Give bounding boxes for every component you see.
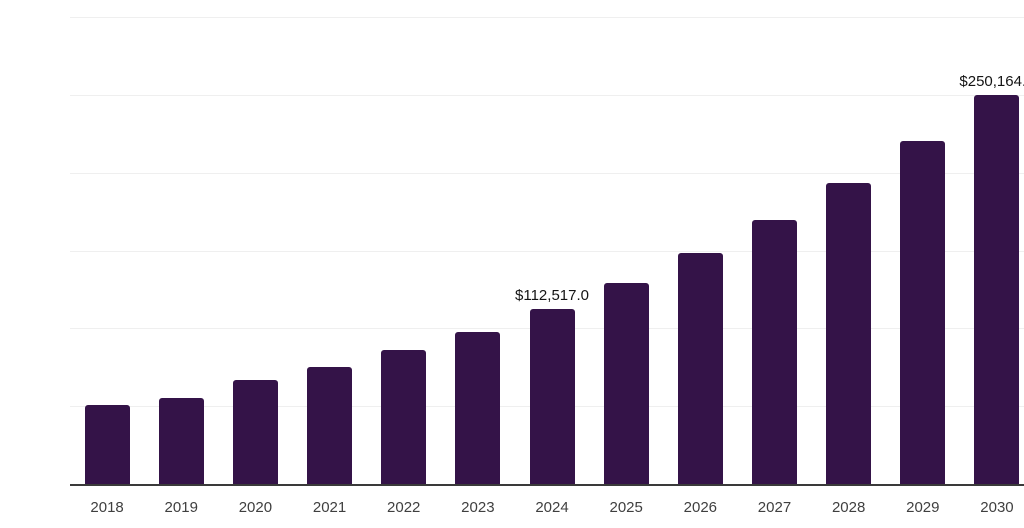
x-tick-2025: 2025	[609, 499, 643, 516]
bar-2022	[381, 349, 427, 484]
x-tick-2024: 2024	[535, 499, 569, 516]
bar-2027	[751, 220, 797, 484]
x-tick-2021: 2021	[312, 499, 347, 516]
bar-2025	[603, 282, 649, 484]
gridline-200000	[70, 172, 1024, 174]
x-tick-2023: 2023	[461, 499, 495, 516]
x-axis-tick-labels: 2018 2019 2020 2021 2022 2023 2024 2025 2026 2027…	[70, 499, 1024, 517]
bar-2023	[455, 332, 501, 484]
bar-2024	[529, 308, 575, 484]
bar-2019	[158, 397, 204, 484]
x-tick-2018: 2018	[90, 499, 124, 516]
x-tick-2029: 2029	[906, 499, 940, 516]
gridline-150000	[70, 250, 1024, 252]
bar-2029	[900, 141, 946, 484]
x-tick-2020: 2020	[238, 499, 273, 516]
gridline-300000	[70, 17, 1024, 18]
x-tick-2019: 2019	[164, 499, 198, 516]
bar-2021	[307, 367, 353, 484]
bar-2026	[677, 253, 723, 484]
value-label-2030: $250,164.5	[959, 72, 1024, 90]
x-tick-2026: 2026	[683, 499, 718, 516]
bar-2028	[826, 182, 872, 484]
value-label-2024: $112,517.0	[515, 286, 589, 304]
x-tick-2030: 2030	[980, 499, 1014, 516]
x-tick-2027: 2027	[757, 499, 792, 516]
bar-2020	[232, 380, 278, 484]
x-tick-2022: 2022	[387, 499, 421, 516]
plot-area: $112,517.0 $250,164.5	[70, 17, 1024, 486]
market-size-bar-chart: $112,517.0 $250,164.5 2018 2019 2020 2021 202…	[40, 16, 1024, 528]
gridline-250000	[70, 94, 1024, 96]
bar-2030	[974, 94, 1020, 484]
x-tick-2028: 2028	[831, 499, 866, 516]
bar-2018	[84, 404, 130, 484]
